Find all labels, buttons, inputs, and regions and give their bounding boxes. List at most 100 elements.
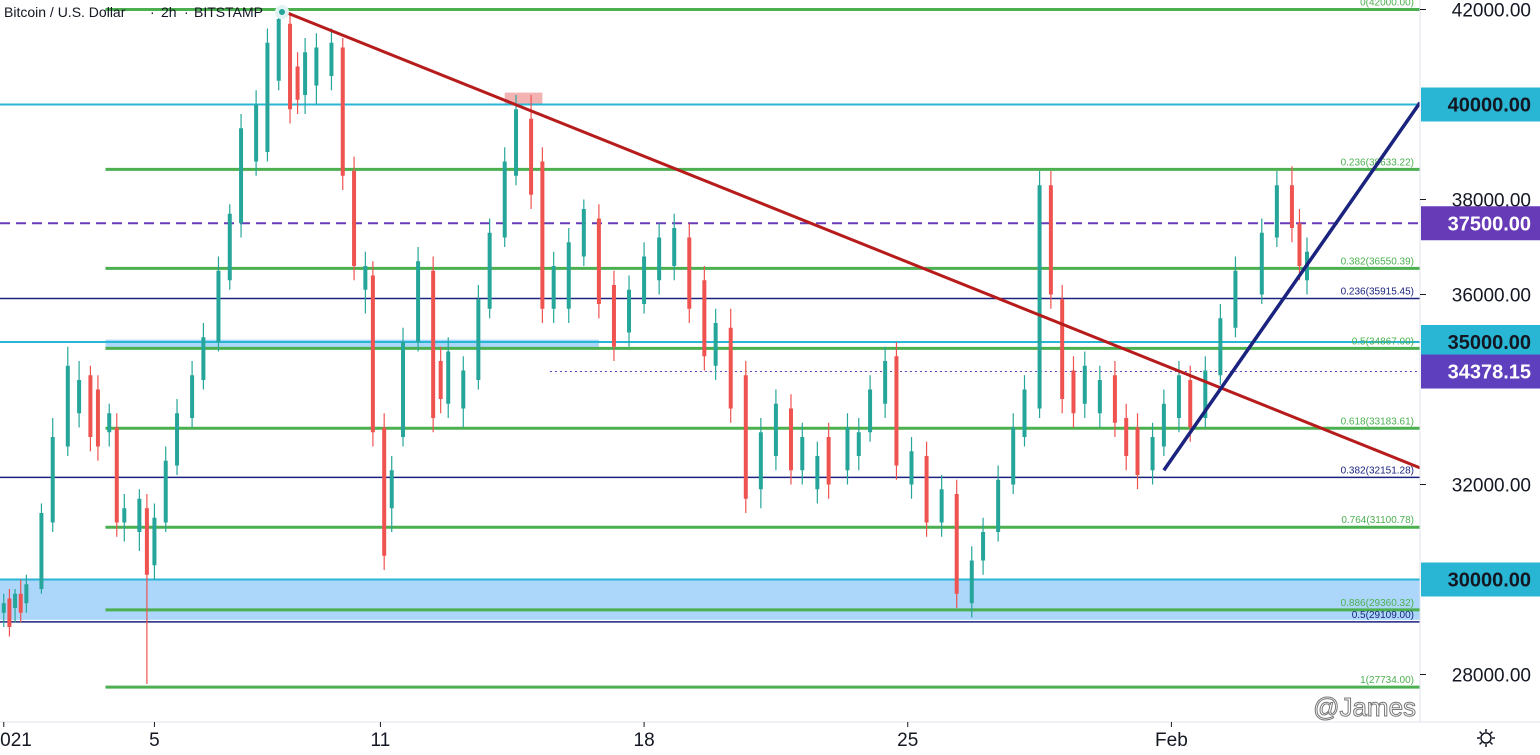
candle-body: [1218, 318, 1223, 376]
candle-body: [24, 584, 29, 604]
candle-body: [702, 280, 707, 357]
chart-header: Bitcoin / U.S. Dollar · 2h · BITSTAMP: [4, 4, 289, 20]
candle-down-14: [529, 95, 534, 209]
candle-up-56: [1022, 375, 1027, 447]
candle-up-55: [1011, 413, 1016, 494]
candle-body: [687, 237, 692, 309]
candle-down-9: [352, 156, 357, 281]
candle-up-43: [773, 389, 778, 471]
candle-up-6: [77, 361, 82, 428]
candle-up-22: [314, 33, 319, 105]
price-tick-label-3: 32000.00: [1452, 476, 1531, 497]
candle-up-38: [642, 242, 647, 314]
candle-down-33: [1188, 365, 1193, 442]
candle-up-5: [65, 346, 70, 456]
price-badge-label-2: 35000.00: [1448, 332, 1531, 354]
candle-up-19: [265, 28, 270, 162]
fib-label-7: 1(27734.00): [1360, 675, 1414, 686]
candle-up-59: [1097, 365, 1102, 428]
candle-up-63: [1203, 356, 1208, 428]
candle-up-52: [969, 546, 974, 618]
candle-down-24: [894, 342, 899, 480]
candle-body: [1124, 418, 1129, 456]
candle-body: [7, 598, 12, 627]
candle-body: [743, 375, 748, 499]
candle-down-1: [18, 579, 23, 623]
time-tick-label-4: 25: [897, 730, 918, 751]
candle-down-6: [288, 14, 293, 124]
candlesticks: [1, 9, 1310, 684]
candle-up-61: [1161, 389, 1166, 456]
candle-up-30: [476, 285, 481, 390]
candle-body: [416, 261, 421, 342]
candle-body: [13, 593, 18, 608]
candle-body: [107, 413, 112, 433]
candle-body: [581, 209, 586, 257]
candle-up-25: [389, 456, 394, 532]
settings-gear-icon[interactable]: [1477, 729, 1495, 747]
candle-body: [88, 375, 93, 437]
candle-body: [95, 389, 100, 447]
candle-up-7: [107, 403, 112, 447]
candle-body: [340, 47, 345, 176]
candle-body: [487, 232, 492, 309]
price-axis[interactable]: 42000.0038000.0036000.0032000.0028000.00…: [1419, 0, 1540, 722]
highlight-zones: [0, 92, 1420, 620]
candle-body: [815, 456, 820, 490]
interval-label[interactable]: 2h: [161, 4, 177, 20]
candle-down-26: [954, 479, 959, 608]
time-axis[interactable]: 021 5 11 18 25 Feb: [0, 721, 1540, 751]
candle-up-1: [13, 589, 18, 623]
candle-body: [446, 351, 451, 404]
time-ticks: 021 5 11 18 25 Feb: [0, 722, 1188, 751]
candle-body: [352, 171, 357, 266]
candle-down-8: [340, 38, 345, 190]
candle-body: [856, 432, 861, 456]
candle-down-32: [1135, 413, 1140, 490]
candle-body: [363, 266, 368, 290]
candle-up-53: [981, 517, 986, 575]
candle-body: [1297, 223, 1302, 266]
candle-down-0: [7, 589, 12, 637]
candle-up-37: [627, 275, 632, 347]
candle-body: [672, 228, 677, 266]
candle-up-36: [581, 199, 586, 266]
candle-body: [137, 498, 142, 532]
candle-body: [295, 66, 300, 100]
candle-up-45: [815, 441, 820, 504]
candle-up-34: [551, 251, 556, 323]
time-tick-label-5: Feb: [1155, 730, 1188, 751]
candle-down-23: [826, 422, 831, 499]
candle-body: [389, 470, 394, 509]
candle-body: [216, 270, 221, 342]
candle-up-47: [856, 418, 861, 471]
zone-0: [0, 579, 1420, 620]
candle-body: [939, 489, 944, 523]
symbol-name[interactable]: Bitcoin / U.S. Dollar: [4, 4, 126, 20]
candle-body: [996, 479, 1001, 532]
time-tick-label-3: 18: [634, 730, 655, 751]
candle-down-20: [728, 308, 733, 423]
candle-body: [239, 128, 244, 224]
candle-up-67: [1274, 171, 1279, 247]
candle-down-22: [788, 394, 793, 485]
price-badge-label-1: 37500.00: [1448, 213, 1531, 235]
candle-body: [1022, 389, 1027, 437]
candle-body: [773, 403, 778, 456]
candle-down-15: [540, 147, 545, 323]
candle-body: [1161, 403, 1166, 447]
candle-body: [1176, 375, 1181, 418]
candle-up-10: [152, 503, 157, 580]
trendline-1: [1162, 101, 1422, 472]
candle-up-49: [883, 346, 888, 418]
candle-down-17: [611, 270, 616, 361]
candle-body: [529, 118, 534, 195]
fib-label-10: 0.5(29109.00): [1352, 610, 1414, 621]
candle-down-27: [1048, 171, 1053, 309]
candle-body: [50, 437, 55, 523]
time-tick-label-0: 021: [0, 730, 32, 751]
candle-up-64: [1218, 304, 1223, 385]
candle-down-5: [144, 494, 149, 684]
